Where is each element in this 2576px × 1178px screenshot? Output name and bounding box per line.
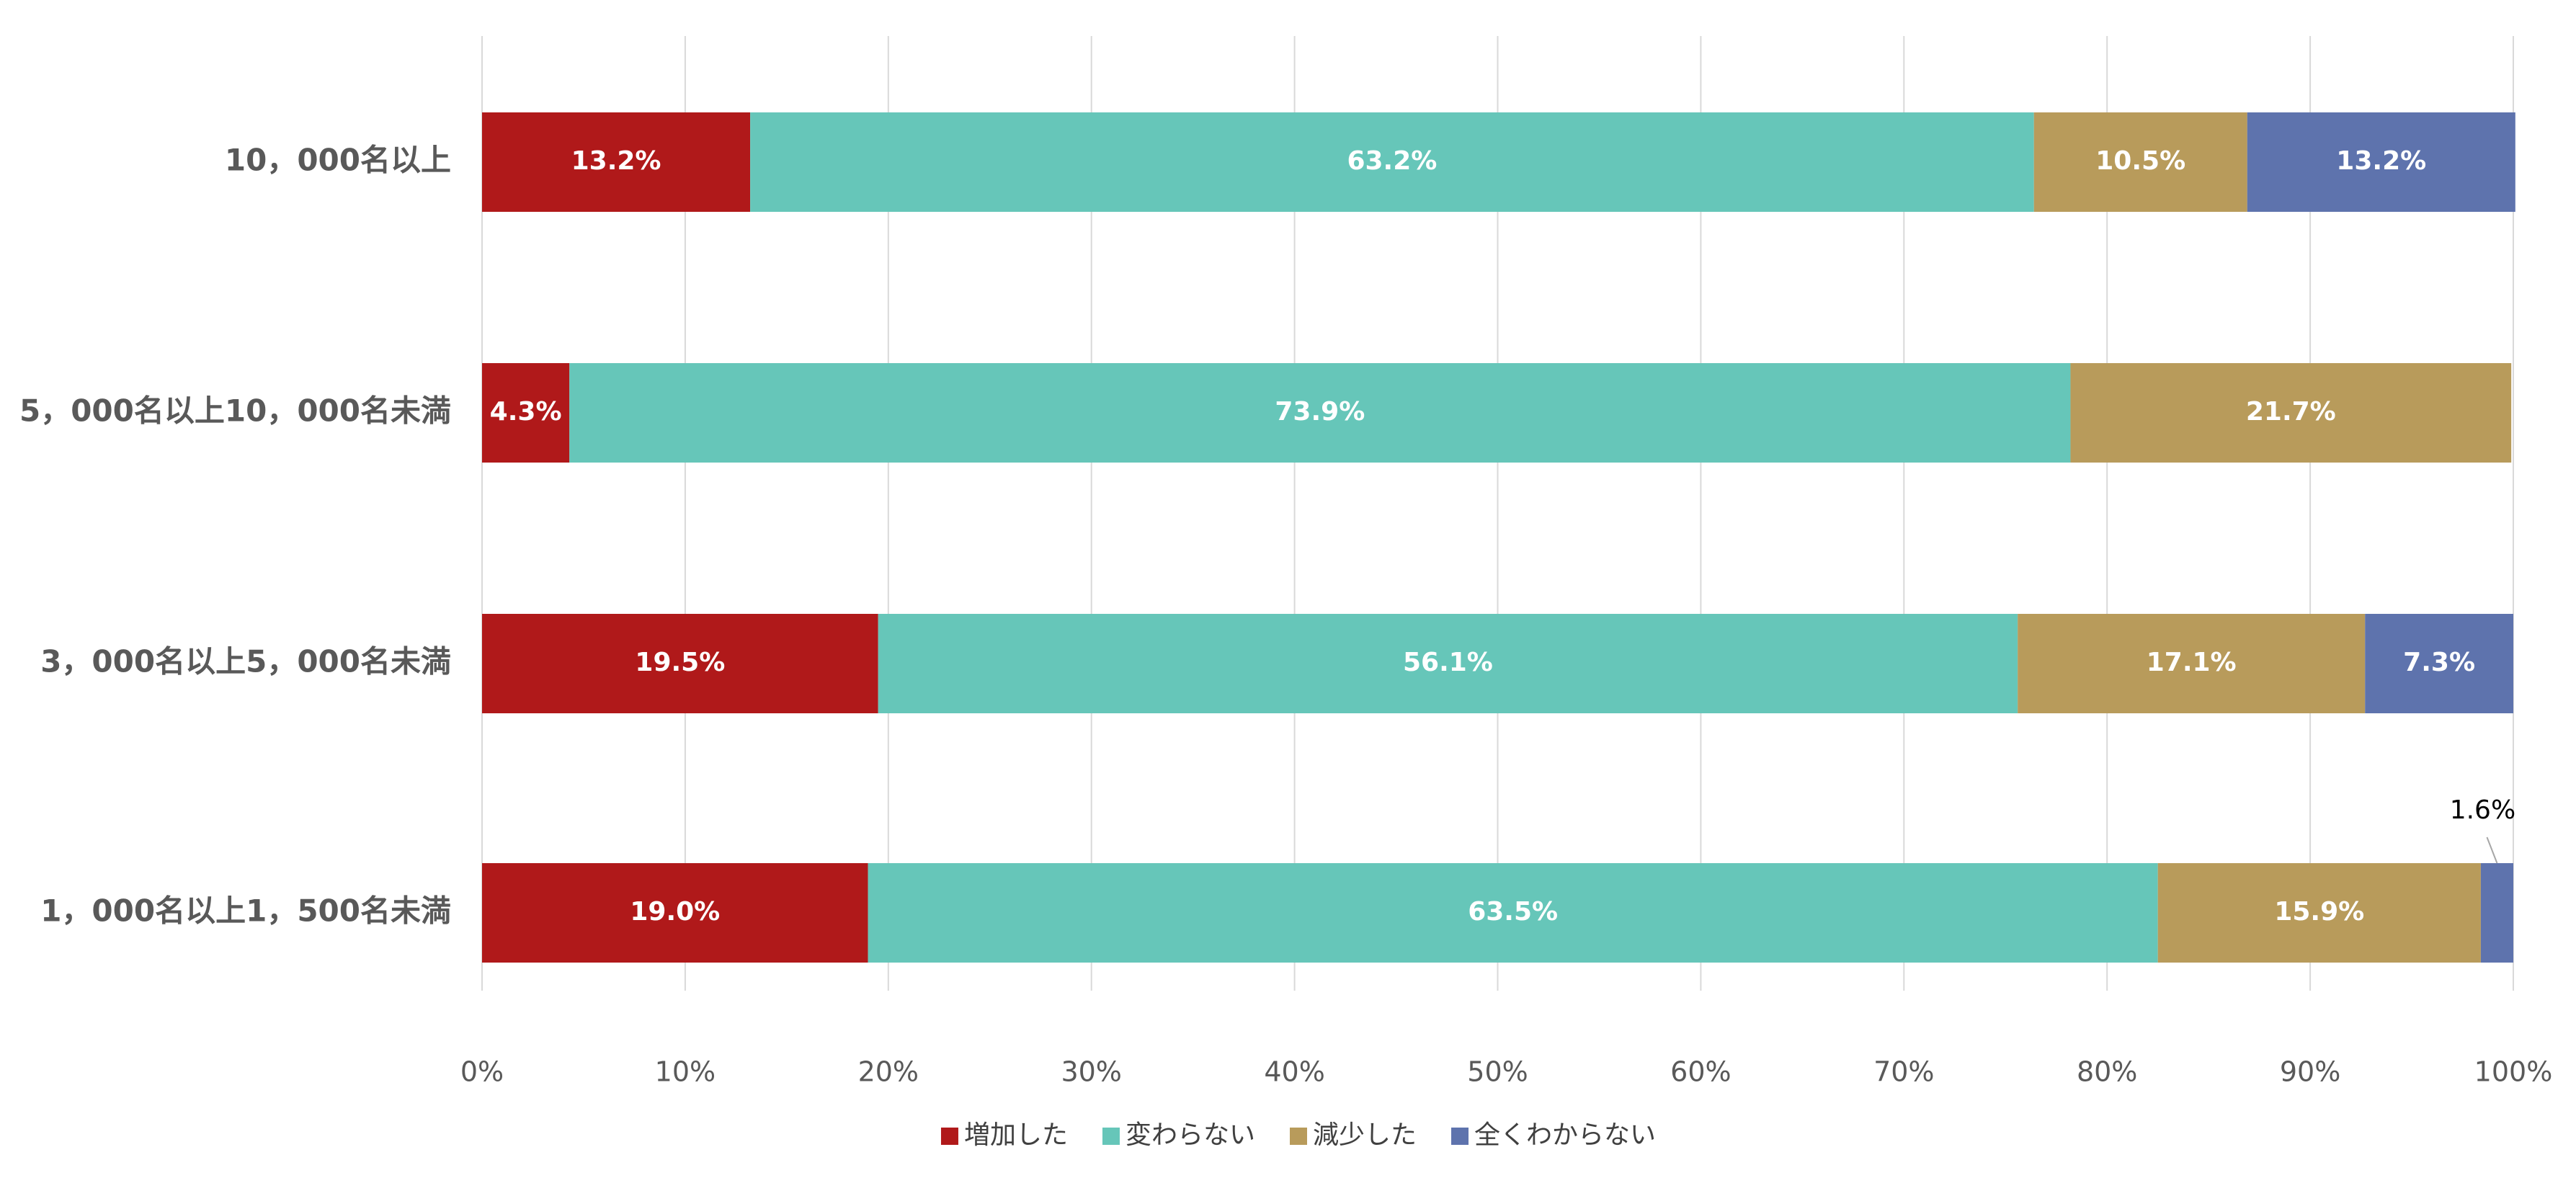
x-tick-label: 0% — [460, 1056, 504, 1088]
bar-segment — [2033, 112, 2247, 212]
value-label: 1.6% — [2450, 795, 2515, 825]
legend-label: 増加した — [964, 1120, 1068, 1150]
x-tick-label: 10% — [655, 1056, 716, 1088]
value-label: 56.1% — [1403, 648, 1493, 677]
value-label: 7.3% — [2403, 648, 2475, 677]
x-tick-label: 60% — [1670, 1056, 1731, 1088]
bar-segment — [2480, 863, 2513, 963]
legend-label: 全くわからない — [1474, 1120, 1656, 1150]
legend-label: 変わらない — [1126, 1120, 1255, 1150]
x-tick-label: 80% — [2077, 1056, 2137, 1088]
x-tick-label: 100% — [2474, 1056, 2553, 1088]
value-label: 13.2% — [571, 146, 661, 176]
x-tick-label: 40% — [1264, 1056, 1324, 1088]
bar-segment — [2247, 112, 2515, 212]
bar-segment — [2365, 614, 2513, 713]
x-tick-label: 50% — [1467, 1056, 1528, 1088]
bar-segment — [482, 614, 878, 713]
bar-segment — [878, 614, 2018, 713]
bar-segment — [2070, 363, 2512, 463]
legend-swatch — [1102, 1128, 1120, 1145]
x-tick-label: 30% — [1061, 1056, 1121, 1088]
bar-segment — [482, 863, 868, 963]
legend-swatch — [1290, 1128, 1307, 1145]
value-label: 10.5% — [2095, 146, 2185, 176]
value-label: 73.9% — [1275, 397, 1365, 427]
category-label: 5，000名以上10，000名未満 — [19, 393, 451, 429]
bar-segment — [2157, 863, 2481, 963]
value-label: 19.0% — [630, 897, 720, 927]
bar-segment — [750, 112, 2034, 212]
value-label: 63.2% — [1347, 146, 1437, 176]
value-label: 21.7% — [2246, 397, 2336, 427]
x-tick-label: 20% — [858, 1056, 919, 1088]
value-label: 63.5% — [1468, 897, 1558, 927]
bar-segment — [482, 363, 570, 463]
x-tick-label: 90% — [2280, 1056, 2340, 1088]
value-label: 19.5% — [635, 648, 725, 677]
leader-line — [2486, 836, 2498, 864]
value-label: 13.2% — [2336, 146, 2426, 176]
category-label: 10，000名以上 — [225, 143, 451, 178]
bar-segment — [868, 863, 2158, 963]
x-tick-label: 70% — [1873, 1056, 1934, 1088]
legend-swatch — [1451, 1128, 1469, 1145]
value-label: 17.1% — [2147, 648, 2237, 677]
bar-segment — [2018, 614, 2366, 713]
value-label: 4.3% — [490, 397, 562, 427]
bar-segment — [569, 363, 2071, 463]
legend-swatch — [940, 1128, 958, 1145]
category-label: 1，000名以上1，500名未満 — [40, 893, 451, 929]
bar-segment — [482, 112, 751, 212]
legend-label: 減少した — [1313, 1120, 1417, 1150]
category-label: 3，000名以上5，000名未満 — [40, 644, 451, 679]
value-label: 15.9% — [2274, 897, 2364, 927]
